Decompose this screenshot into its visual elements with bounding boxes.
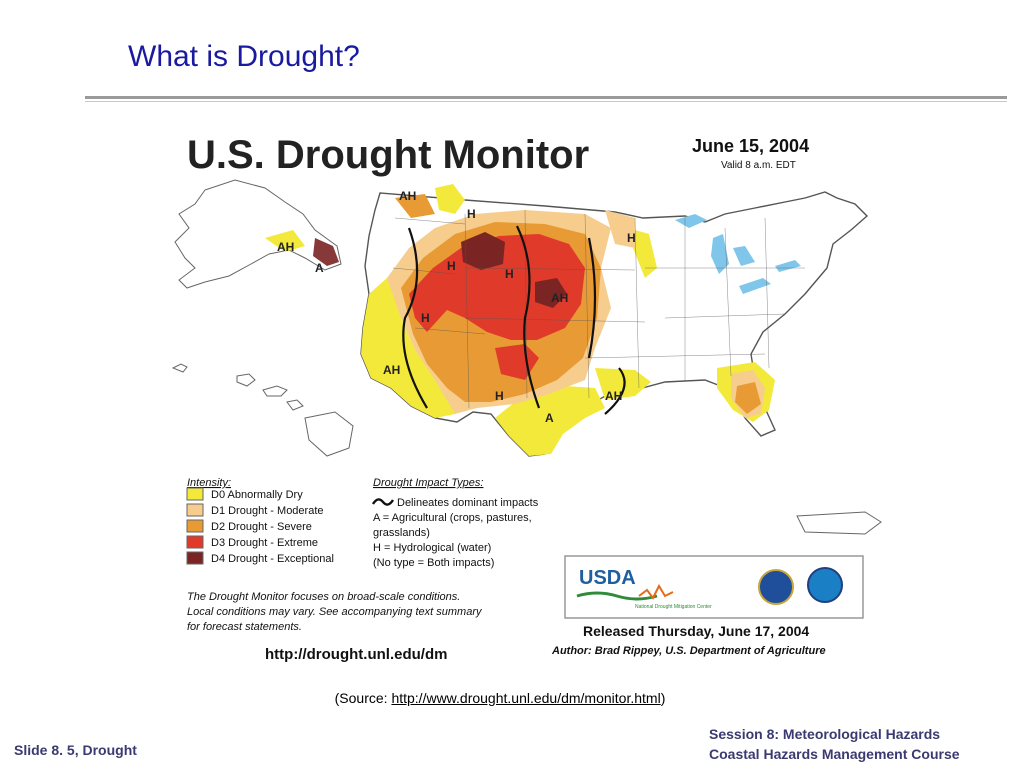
noaa-seal-icon <box>807 567 843 603</box>
note-line-1: Local conditions may vary. See accompany… <box>187 606 483 618</box>
legend-label-d1: D1 Drought - Moderate <box>211 505 324 517</box>
drought-d4-areas <box>461 232 567 308</box>
title-divider <box>85 96 1007 99</box>
svg-text:H: H <box>421 311 430 325</box>
svg-text:AH: AH <box>399 189 416 203</box>
impact-line-0: Delineates dominant impacts <box>397 497 539 509</box>
legend-swatch-d3 <box>186 535 204 549</box>
svg-text:A: A <box>315 261 324 275</box>
svg-text:H: H <box>505 267 514 281</box>
session-line: Session 8: Meteorological Hazards <box>709 726 941 742</box>
course-line: Coastal Hazards Management Course <box>709 746 960 762</box>
map-url: http://drought.unl.edu/dm <box>265 646 447 663</box>
note-line-2: for forecast statements. <box>187 621 302 633</box>
svg-text:A: A <box>545 411 554 425</box>
legend-label-d3: D3 Drought - Extreme <box>211 537 318 549</box>
course-footer: Session 8: Meteorological Hazards Coasta… <box>709 724 960 764</box>
note-line-0: The Drought Monitor focuses on broad-sca… <box>187 591 460 603</box>
impact-line-3: H = Hydrological (water) <box>373 542 491 554</box>
source-suffix: ) <box>660 690 666 706</box>
map-date: June 15, 2004 <box>692 136 809 156</box>
map-notes: The Drought Monitor focuses on broad-sca… <box>187 591 483 633</box>
doc-seal-icon <box>758 569 794 605</box>
map-title: U.S. Drought Monitor <box>187 133 589 177</box>
impact-heading: Drought Impact Types: <box>373 477 483 489</box>
svg-text:AH: AH <box>383 363 400 377</box>
svg-text:H: H <box>467 207 476 221</box>
impact-line-2: grasslands) <box>373 527 430 539</box>
released-date: Released Thursday, June 17, 2004 <box>583 623 809 639</box>
slide-title: What is Drought? <box>128 40 360 73</box>
svg-text:H: H <box>447 259 456 273</box>
puerto-rico-shape <box>796 511 882 535</box>
impact-line-1: A = Agricultural (crops, pastures, <box>373 512 532 524</box>
source-prefix: (Source: <box>334 690 392 706</box>
drought-monitor-map: U.S. Drought Monitor June 15, 2004 Valid… <box>165 118 885 663</box>
legend-swatch-d2 <box>186 519 204 533</box>
legend-label-d0: D0 Abnormally Dry <box>211 489 303 501</box>
svg-text:H: H <box>627 231 636 245</box>
svg-text:AH: AH <box>605 389 622 403</box>
legend-label-d4: D4 Drought - Exceptional <box>211 553 334 565</box>
intensity-heading: Intensity: <box>187 477 231 489</box>
svg-text:AH: AH <box>277 240 294 254</box>
legend-swatch-d0 <box>186 487 204 501</box>
source-citation: (Source: http://www.drought.unl.edu/dm/m… <box>0 690 1000 706</box>
legend-label-d2: D2 Drought - Severe <box>211 521 312 533</box>
ndmc-logo-wave <box>638 583 674 600</box>
alaska-shape: AH A <box>174 179 342 289</box>
usda-logo: USDA <box>579 567 636 589</box>
svg-text:AH: AH <box>551 291 568 305</box>
title-divider-thin <box>85 101 1007 102</box>
map-author: Author: Brad Rippey, U.S. Department of … <box>551 645 826 657</box>
state-borders <box>392 209 805 409</box>
impact-type-labels: AH H H H H AH H AH H AH A <box>383 189 636 425</box>
impact-boundary-lines <box>402 225 626 415</box>
svg-text:H: H <box>495 389 504 403</box>
hawaii-islands <box>171 363 354 457</box>
impact-line-symbol <box>371 498 395 506</box>
legend-swatch-d1 <box>186 503 204 517</box>
legend-swatch-d4 <box>186 551 204 565</box>
great-lakes <box>675 214 801 294</box>
intensity-legend: Intensity: D0 Abnormally Dry D1 Drought -… <box>186 477 334 565</box>
source-link[interactable]: http://www.drought.unl.edu/dm/monitor.ht… <box>391 690 661 706</box>
impact-line-4: (No type = Both impacts) <box>373 557 494 569</box>
agency-logos: USDA National Drought Mitigation Center <box>564 555 864 619</box>
slide-number: Slide 8. 5, Drought <box>14 742 137 758</box>
map-valid-time: Valid 8 a.m. EDT <box>721 160 796 171</box>
ndmc-logo: National Drought Mitigation Center <box>635 604 712 610</box>
impact-types-legend: Drought Impact Types: Delineates dominan… <box>371 477 539 569</box>
